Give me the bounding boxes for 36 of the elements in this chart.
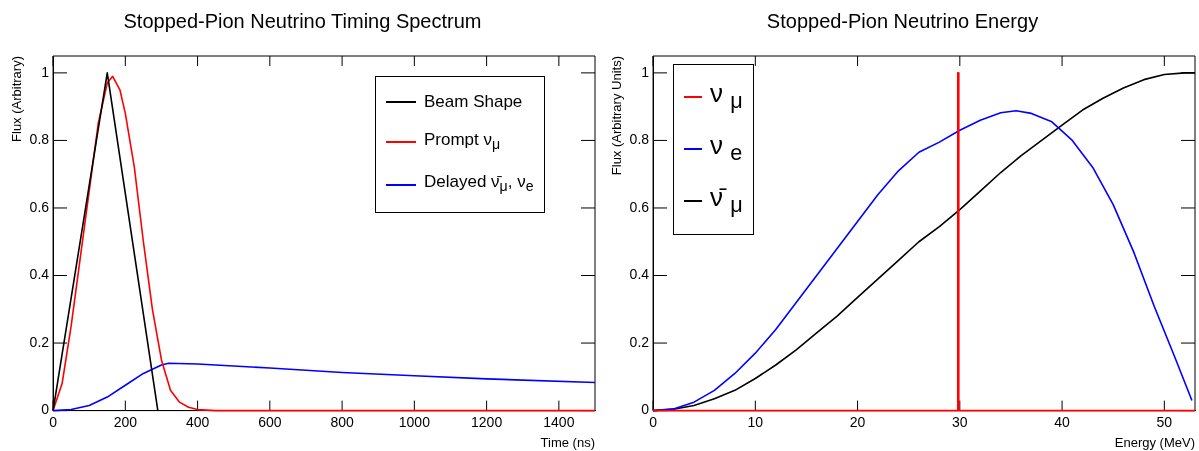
y-tick-label: 0.2	[629, 333, 650, 350]
x-tick-label: 200	[113, 413, 138, 430]
y-tick-label: 0.6	[29, 198, 50, 215]
y-tick-label: 0	[641, 401, 650, 418]
legend-label: Delayed ν̄$_{μ}$, ν$_{e}$	[424, 171, 534, 197]
x-tick-label: 800	[330, 413, 354, 430]
legend-label: Beam Shape	[424, 91, 523, 113]
y-tick-label: 0.6	[629, 198, 650, 215]
x-tick-label: 1400	[543, 413, 575, 430]
x-tick-label: 50	[1156, 413, 1173, 430]
x-axis-title: Energy (MeV)	[1114, 434, 1195, 450]
y-tick-label: 0.4	[29, 266, 50, 283]
x-tick-label: 600	[258, 413, 282, 430]
legend-label: Prompt ν$_{μ}$	[424, 129, 501, 155]
y-axis-title: Flux (Arbitrary Units)	[609, 56, 625, 176]
y-tick-label: 1	[641, 63, 650, 80]
legend-label: ν $_{μ}$	[710, 77, 743, 116]
y-tick-label: 1	[41, 63, 50, 80]
y-tick-label: 0	[41, 401, 50, 418]
x-tick-label: 400	[185, 413, 210, 430]
chart-title: Stopped-Pion Neutrino Timing Spectrum	[123, 9, 482, 32]
x-tick-label: 20	[849, 413, 866, 430]
y-tick-label: 0.4	[629, 266, 650, 283]
legend-label: ν $_{e}$	[710, 129, 743, 168]
x-tick-label: 30	[952, 413, 968, 430]
x-tick-label: 10	[747, 413, 764, 430]
x-axis-title: Time (ns)	[540, 434, 595, 450]
chart-title: Stopped-Pion Neutrino Energy	[766, 9, 1039, 32]
legend-label: ν̄ $_{μ}$	[710, 181, 743, 220]
y-tick-label: 0.2	[29, 333, 50, 350]
y-tick-label: 0.8	[29, 131, 50, 148]
x-tick-label: 40	[1054, 413, 1071, 430]
x-tick-label: 1000	[398, 413, 431, 430]
y-tick-label: 0.8	[629, 131, 650, 148]
y-axis-title: Flux (Arbitrary)	[9, 56, 25, 142]
x-tick-label: 1200	[471, 413, 503, 430]
